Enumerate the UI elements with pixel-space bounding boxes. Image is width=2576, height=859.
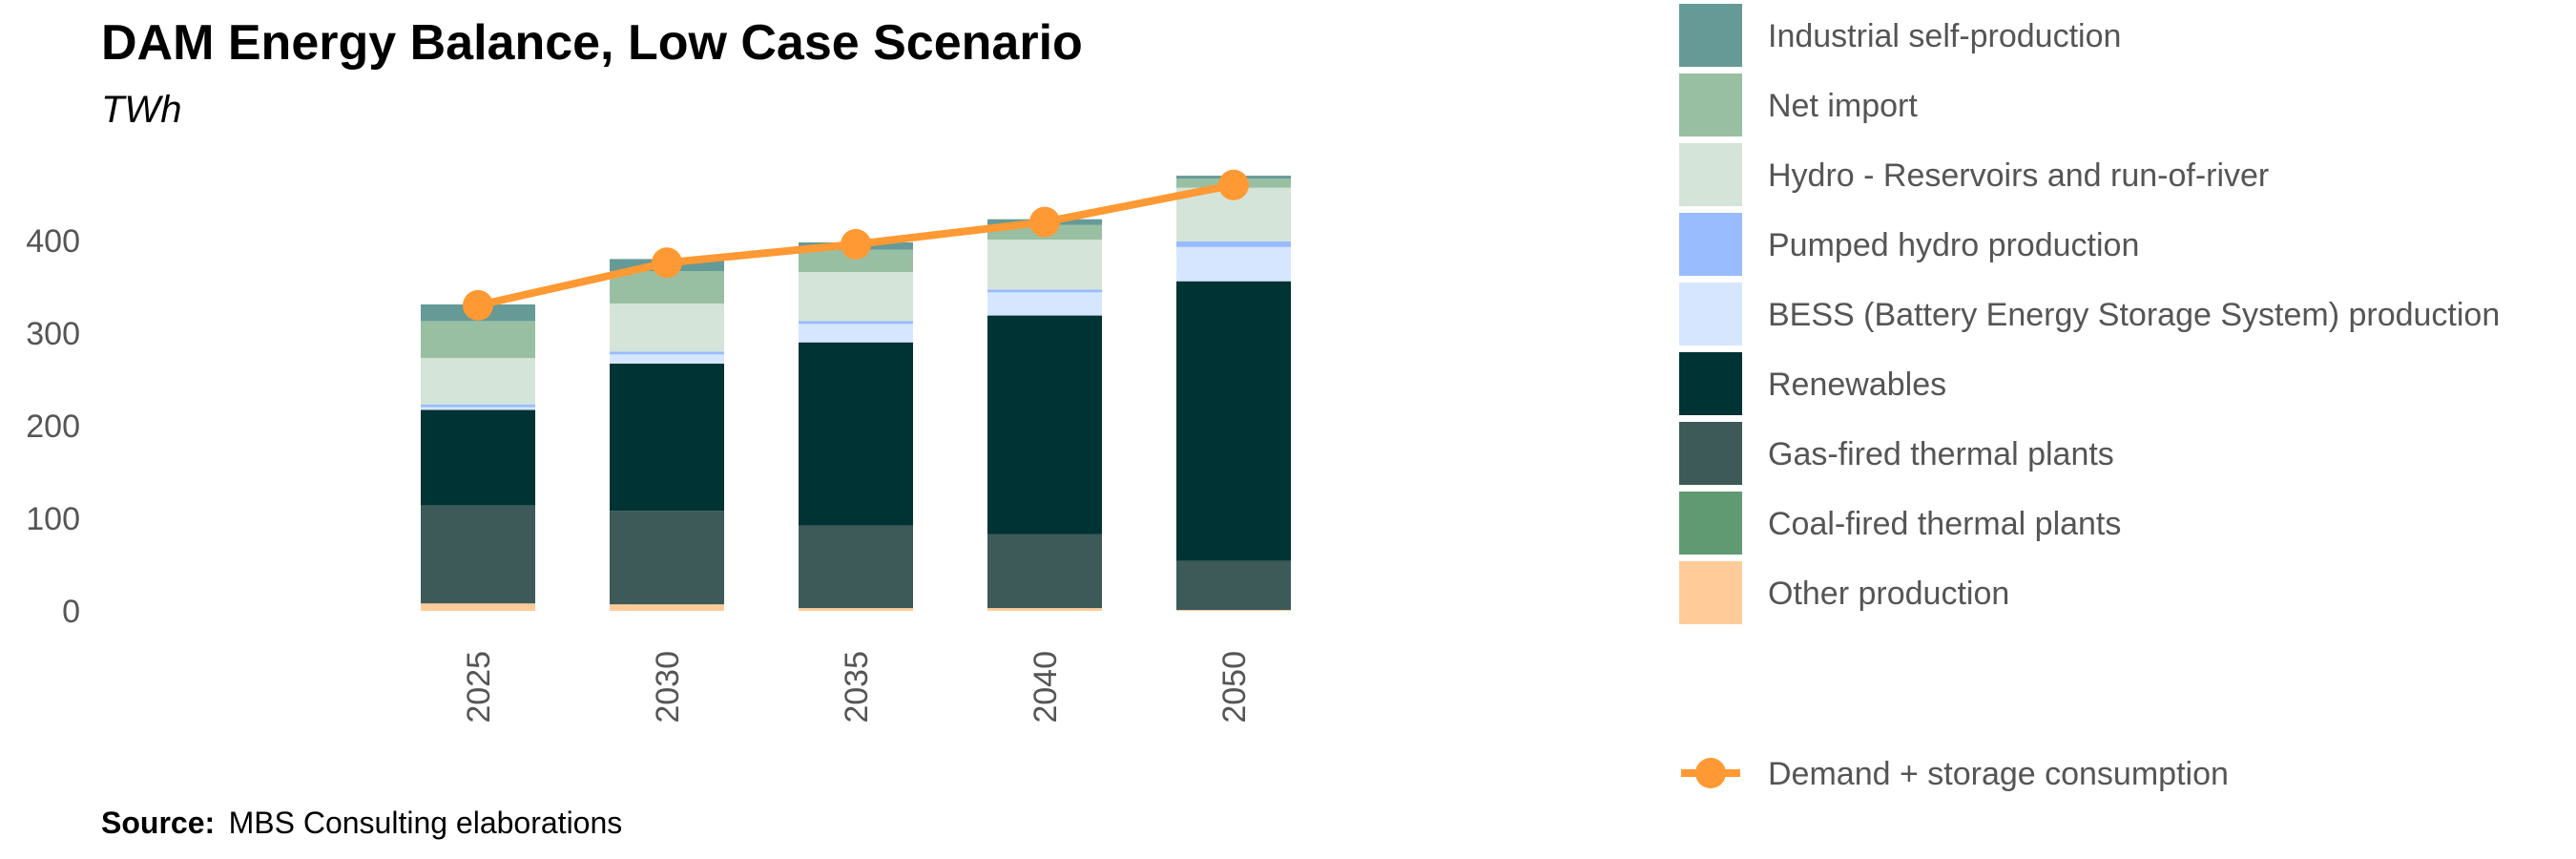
bar-segment-renewables bbox=[1176, 281, 1291, 561]
legend-swatch bbox=[1679, 492, 1742, 555]
legend-item-hydro-reservoirs-and-run-of-river: Hydro - Reservoirs and run-of-river bbox=[1679, 143, 2269, 206]
bar-segment-pumped-hydro-production bbox=[421, 404, 535, 408]
bar-segment-gas-fired-thermal-plants bbox=[421, 505, 535, 604]
bar-segment-gas-fired-thermal-plants bbox=[1176, 560, 1291, 611]
legend-item-net-import: Net import bbox=[1679, 73, 1918, 136]
legend-label: BESS (Battery Energy Storage System) pro… bbox=[1768, 297, 2500, 333]
bar-stack-2030 bbox=[610, 259, 724, 611]
legend-swatch bbox=[1679, 352, 1742, 415]
legend-label: Gas-fired thermal plants bbox=[1768, 436, 2114, 472]
legend-label: Coal-fired thermal plants bbox=[1768, 506, 2121, 542]
bar-segment-other-production bbox=[987, 608, 1102, 611]
legend-swatch bbox=[1679, 213, 1742, 276]
y-axis: 0 100 200 300 400 bbox=[26, 223, 80, 630]
legend-item-bess-battery-energy-storage-system-production: BESS (Battery Energy Storage System) pro… bbox=[1679, 283, 2500, 346]
legend-label: Other production bbox=[1768, 576, 2009, 612]
bar-stack-2050 bbox=[1176, 176, 1291, 611]
x-tick-label: 2040 bbox=[1028, 651, 1064, 723]
legend-item-pumped-hydro-production: Pumped hydro production bbox=[1679, 213, 2139, 276]
legend-label: Hydro - Reservoirs and run-of-river bbox=[1768, 157, 2269, 194]
demand-point bbox=[652, 247, 682, 279]
bar-segment-other-production bbox=[799, 608, 913, 611]
bar-segment-other-production bbox=[421, 603, 535, 611]
legend-swatch bbox=[1679, 73, 1742, 136]
bar-segment-gas-fired-thermal-plants bbox=[799, 525, 913, 609]
bar-segment-renewables bbox=[799, 342, 913, 526]
bar-stack-2040 bbox=[987, 219, 1102, 611]
legend-label: Pumped hydro production bbox=[1768, 227, 2139, 263]
y-tick-label: 200 bbox=[26, 409, 80, 445]
bar-segment-renewables bbox=[610, 364, 724, 512]
bar-segment-pumped-hydro-production bbox=[1176, 241, 1291, 247]
legend-item-other-production: Other production bbox=[1679, 561, 2009, 624]
bar-segment-bess-battery-energy-storage-system-production bbox=[799, 324, 913, 343]
x-tick-label: 2025 bbox=[461, 651, 497, 723]
source-label: Source: bbox=[101, 806, 215, 840]
legend-swatch bbox=[1679, 283, 1742, 346]
legend-item-coal-fired-thermal-plants: Coal-fired thermal plants bbox=[1679, 492, 2121, 555]
legend-item-gas-fired-thermal-plants: Gas-fired thermal plants bbox=[1679, 422, 2114, 485]
bar-segment-other-production bbox=[610, 604, 724, 611]
legend-label: Industrial self-production bbox=[1768, 18, 2121, 54]
bar-segment-hydro-reservoirs-and-run-of-river bbox=[987, 240, 1102, 290]
stacked-bars bbox=[421, 176, 1291, 611]
bar-segment-hydro-reservoirs-and-run-of-river bbox=[610, 303, 724, 352]
demand-point bbox=[1218, 169, 1249, 200]
legend-label: Net import bbox=[1768, 88, 1918, 124]
bar-segment-bess-battery-energy-storage-system-production bbox=[987, 292, 1102, 316]
bar-segment-pumped-hydro-production bbox=[610, 351, 724, 355]
bar-segment-pumped-hydro-production bbox=[987, 289, 1102, 293]
bar-segment-bess-battery-energy-storage-system-production bbox=[610, 354, 724, 365]
chart-title: DAM Energy Balance, Low Case Scenario bbox=[101, 15, 1083, 71]
legend-label: Renewables bbox=[1768, 367, 1946, 403]
legend-swatch bbox=[1679, 561, 1742, 624]
x-tick-label: 2035 bbox=[839, 651, 875, 723]
bar-segment-gas-fired-thermal-plants bbox=[987, 534, 1102, 609]
legend-swatch bbox=[1679, 422, 1742, 485]
legend-marker bbox=[1695, 758, 1726, 788]
y-tick-label: 300 bbox=[26, 316, 80, 352]
bar-segment-net-import bbox=[799, 249, 913, 272]
bar-segment-gas-fired-thermal-plants bbox=[610, 511, 724, 605]
y-tick-label: 400 bbox=[26, 223, 80, 260]
legend-label: Demand + storage consumption bbox=[1768, 756, 2229, 792]
bar-segment-renewables bbox=[421, 409, 535, 506]
x-tick-label: 2030 bbox=[650, 651, 686, 723]
bar-segment-hydro-reservoirs-and-run-of-river bbox=[799, 271, 913, 322]
legend: Industrial self-production Net import Hydr… bbox=[1679, 4, 2500, 792]
legend-item-demand-storage-consumption: Demand + storage consumption bbox=[1681, 756, 2229, 792]
legend-item-industrial-self-production: Industrial self-production bbox=[1679, 4, 2121, 67]
source-note: Source: MBS Consulting elaborations bbox=[101, 806, 622, 840]
legend-swatch bbox=[1679, 4, 1742, 67]
bar-segment-bess-battery-energy-storage-system-production bbox=[421, 407, 535, 410]
y-tick-label: 100 bbox=[26, 501, 80, 537]
bar-segment-hydro-reservoirs-and-run-of-river bbox=[421, 358, 535, 405]
demand-point bbox=[463, 289, 493, 321]
demand-point bbox=[1029, 206, 1060, 238]
bar-segment-renewables bbox=[987, 315, 1102, 534]
bar-segment-bess-battery-energy-storage-system-production bbox=[1176, 246, 1291, 282]
demand-point bbox=[841, 228, 871, 260]
legend-item-renewables: Renewables bbox=[1679, 352, 1946, 415]
legend-swatch bbox=[1679, 143, 1742, 206]
bar-segment-pumped-hydro-production bbox=[799, 321, 913, 325]
source-text: MBS Consulting elaborations bbox=[229, 806, 623, 840]
x-tick-label: 2050 bbox=[1216, 651, 1253, 723]
demand-line-series bbox=[463, 169, 1249, 321]
x-axis: 2025 2030 2035 2040 2050 bbox=[461, 651, 1253, 723]
bar-stack-2035 bbox=[799, 241, 913, 611]
y-tick-label: 0 bbox=[62, 594, 80, 630]
chart-subtitle: TWh bbox=[101, 89, 181, 131]
bar-stack-2025 bbox=[421, 304, 535, 611]
bar-segment-other-production bbox=[1176, 610, 1291, 611]
bar-segment-net-import bbox=[421, 321, 535, 359]
